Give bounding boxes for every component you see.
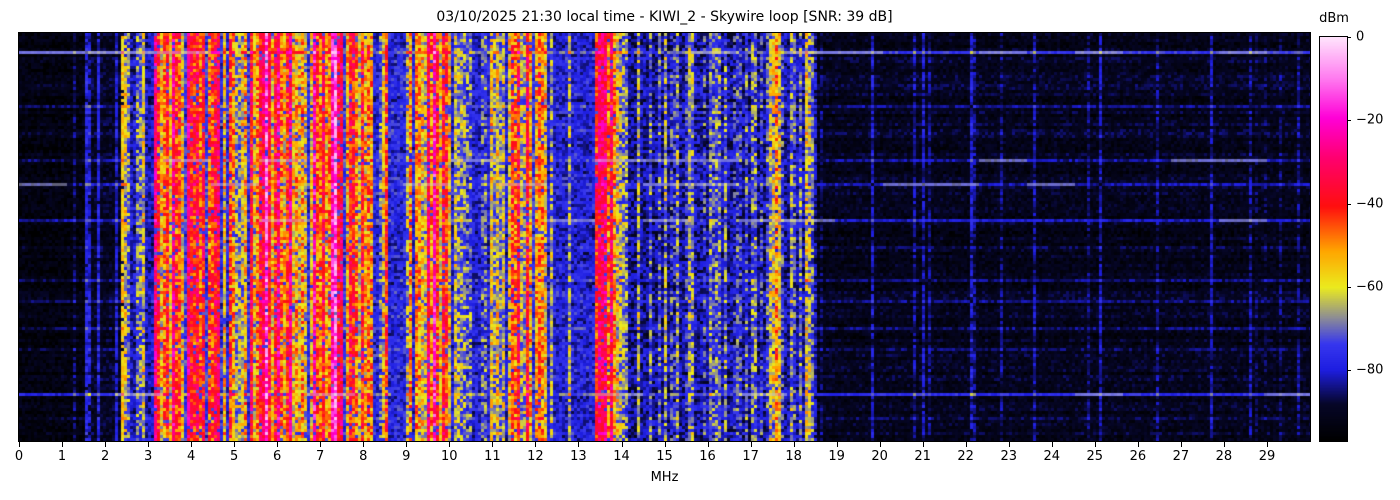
colorbar-tick-label: −60: [1356, 279, 1384, 295]
colorbar-tick-label: −40: [1356, 196, 1384, 212]
x-tick-label: 6: [273, 449, 282, 464]
x-tick-mark: [793, 442, 795, 447]
x-tick-mark: [234, 442, 236, 447]
colorbar-tick-mark: [1347, 37, 1351, 38]
x-tick-label: 23: [1000, 449, 1018, 464]
x-tick-mark: [1223, 442, 1225, 447]
spectrogram-canvas: [19, 33, 1310, 441]
x-tick-label: 17: [742, 449, 759, 464]
colorbar: [1319, 36, 1348, 442]
x-tick-label: 12: [527, 449, 544, 464]
colorbar-tick-label: −20: [1356, 112, 1384, 128]
x-tick-mark: [965, 442, 967, 447]
x-tick-label: 18: [785, 449, 802, 464]
x-tick-mark: [621, 442, 623, 447]
chart-title: 03/10/2025 21:30 local time - KIWI_2 - S…: [436, 9, 893, 25]
x-tick-mark: [535, 442, 537, 447]
x-tick-mark: [664, 442, 666, 447]
x-axis-label: MHz: [650, 470, 679, 485]
x-tick-label: 4: [186, 449, 196, 464]
x-tick-label: 9: [402, 449, 411, 464]
x-tick-label: 1: [57, 449, 67, 464]
x-tick-mark: [492, 442, 494, 447]
x-tick-label: 2: [100, 449, 110, 464]
x-tick-label: 8: [359, 449, 368, 464]
x-tick-mark: [1137, 442, 1139, 447]
x-tick-mark: [19, 442, 20, 447]
x-tick-mark: [836, 442, 838, 447]
x-tick-mark: [363, 442, 365, 447]
x-tick-label: 28: [1215, 449, 1233, 464]
x-tick-label: 16: [699, 449, 716, 464]
colorbar-tick-mark: [1347, 203, 1351, 205]
x-tick-mark: [449, 442, 451, 447]
colorbar-tick-label: 0: [1356, 29, 1365, 45]
x-tick-label: 5: [230, 449, 239, 464]
x-tick-mark: [191, 442, 193, 447]
x-tick-mark: [105, 442, 107, 447]
x-tick-mark: [62, 442, 63, 447]
x-tick-mark: [320, 442, 322, 447]
x-tick-mark: [1094, 442, 1096, 447]
colorbar-canvas: [1320, 37, 1347, 441]
x-tick-label: 20: [871, 449, 888, 464]
x-tick-label: 22: [957, 449, 974, 464]
x-tick-mark: [1008, 442, 1010, 447]
x-tick-label: 7: [316, 449, 325, 464]
x-tick-label: 0: [14, 449, 24, 464]
x-tick-label: 29: [1258, 449, 1276, 464]
x-tick-mark: [277, 442, 279, 447]
x-tick-mark: [1267, 442, 1268, 447]
x-tick-mark: [879, 442, 881, 447]
x-tick-label: 14: [613, 449, 630, 464]
colorbar-tick-mark: [1347, 370, 1351, 372]
x-tick-mark: [578, 442, 580, 447]
x-tick-label: 15: [656, 449, 673, 464]
x-tick-mark: [922, 442, 924, 447]
x-tick-label: 26: [1129, 449, 1147, 464]
x-tick-label: 25: [1086, 449, 1104, 464]
x-tick-mark: [707, 442, 709, 447]
x-tick-mark: [1051, 442, 1053, 447]
x-tick-label: 10: [441, 449, 458, 464]
x-tick-label: 21: [914, 449, 931, 464]
x-tick-label: 24: [1043, 449, 1061, 464]
colorbar-tick-mark: [1347, 286, 1351, 288]
x-tick-mark: [750, 442, 752, 447]
x-tick-mark: [1180, 442, 1182, 447]
x-tick-label: 27: [1172, 449, 1190, 464]
x-tick-label: 19: [828, 449, 845, 464]
x-tick-label: 13: [570, 449, 587, 464]
x-tick-mark: [406, 442, 408, 447]
colorbar-tick-label: −80: [1356, 362, 1384, 378]
x-tick-mark: [148, 442, 150, 447]
colorbar-tick-mark: [1347, 120, 1351, 122]
colorbar-label: dBm: [1319, 11, 1349, 26]
x-tick-label: 11: [484, 449, 501, 464]
x-tick-label: 3: [143, 449, 153, 464]
plot-area: [18, 32, 1311, 442]
